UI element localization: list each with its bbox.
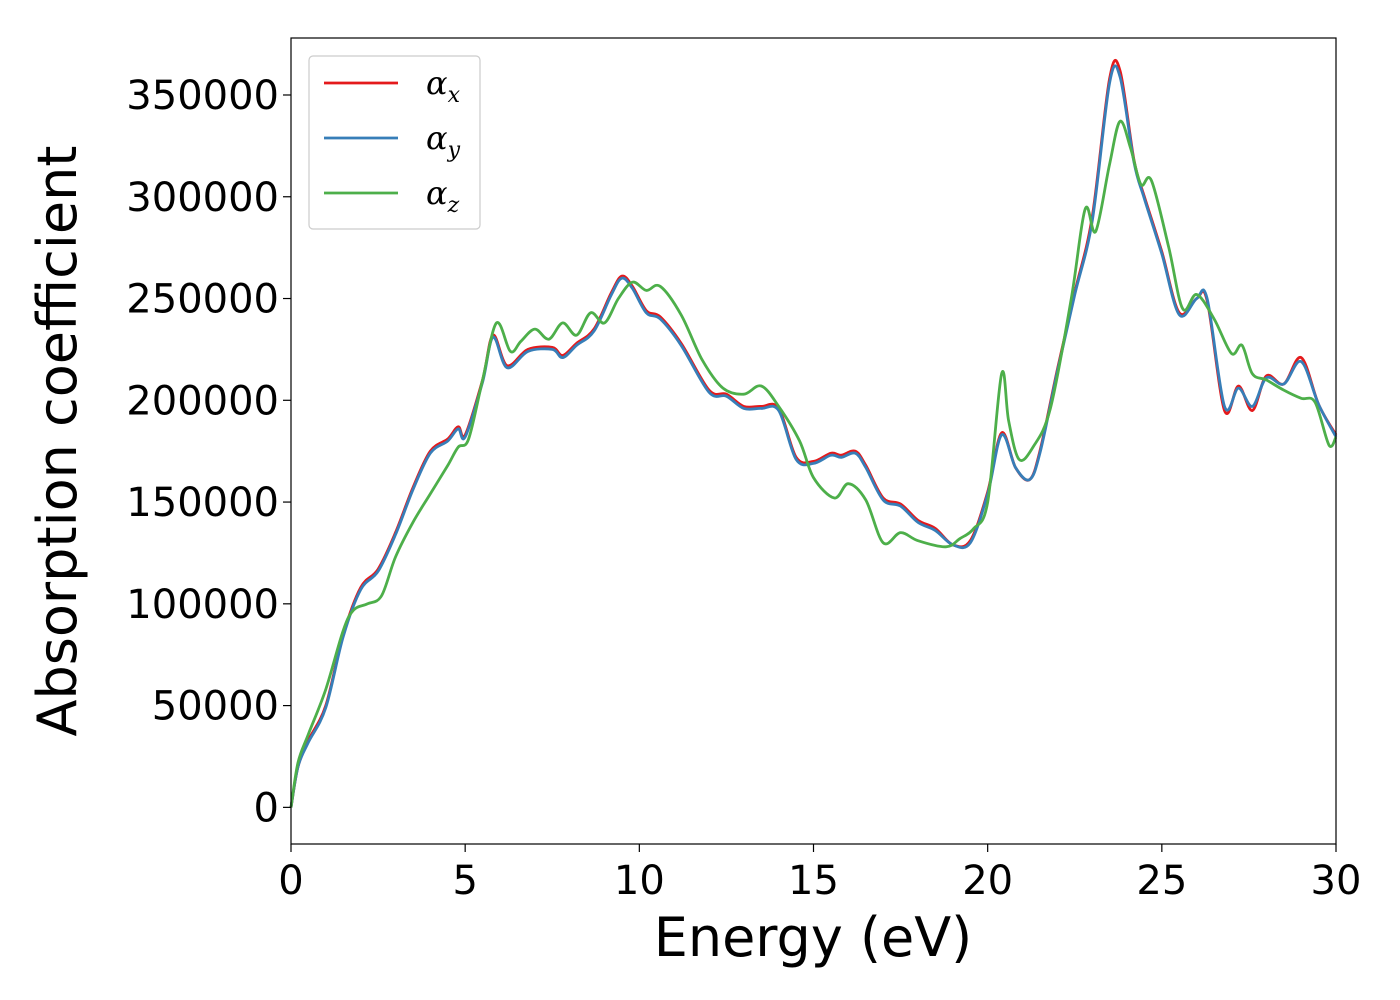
x-tick-label: 15 — [788, 858, 839, 904]
y-axis-title: Absorption coefficient — [26, 146, 89, 737]
x-tick-label: 5 — [452, 858, 477, 904]
x-axis-title: Energy (eV) — [654, 906, 973, 969]
y-tick-label: 50000 — [152, 684, 279, 730]
x-tick-label: 25 — [1136, 858, 1187, 904]
x-tick-label: 20 — [962, 858, 1013, 904]
series-line-alpha-z — [289, 119, 1338, 808]
y-tick-label: 250000 — [126, 277, 279, 323]
series-layer — [289, 58, 1338, 808]
y-tick-label: 300000 — [126, 175, 279, 221]
y-axis: 0 50000 100000 150000 200000 250000 300000 3500… — [126, 73, 291, 831]
legend-subscript: x — [448, 83, 461, 108]
legend-subscript: y — [447, 138, 461, 163]
legend-box — [308, 55, 481, 230]
y-tick-label: 200000 — [126, 378, 279, 424]
series-line-alpha-y — [289, 64, 1338, 808]
x-tick-label: 10 — [614, 858, 665, 904]
y-tick-label: 150000 — [126, 480, 279, 526]
x-tick-label: 0 — [278, 858, 303, 904]
legend-subscript: z — [447, 193, 460, 218]
y-tick-label: 100000 — [126, 582, 279, 628]
x-tick-label: 30 — [1311, 858, 1362, 904]
x-axis: 0 5 10 15 20 25 30 — [278, 844, 1361, 904]
y-tick-label: 350000 — [126, 73, 279, 119]
y-tick-label: 0 — [254, 785, 279, 831]
